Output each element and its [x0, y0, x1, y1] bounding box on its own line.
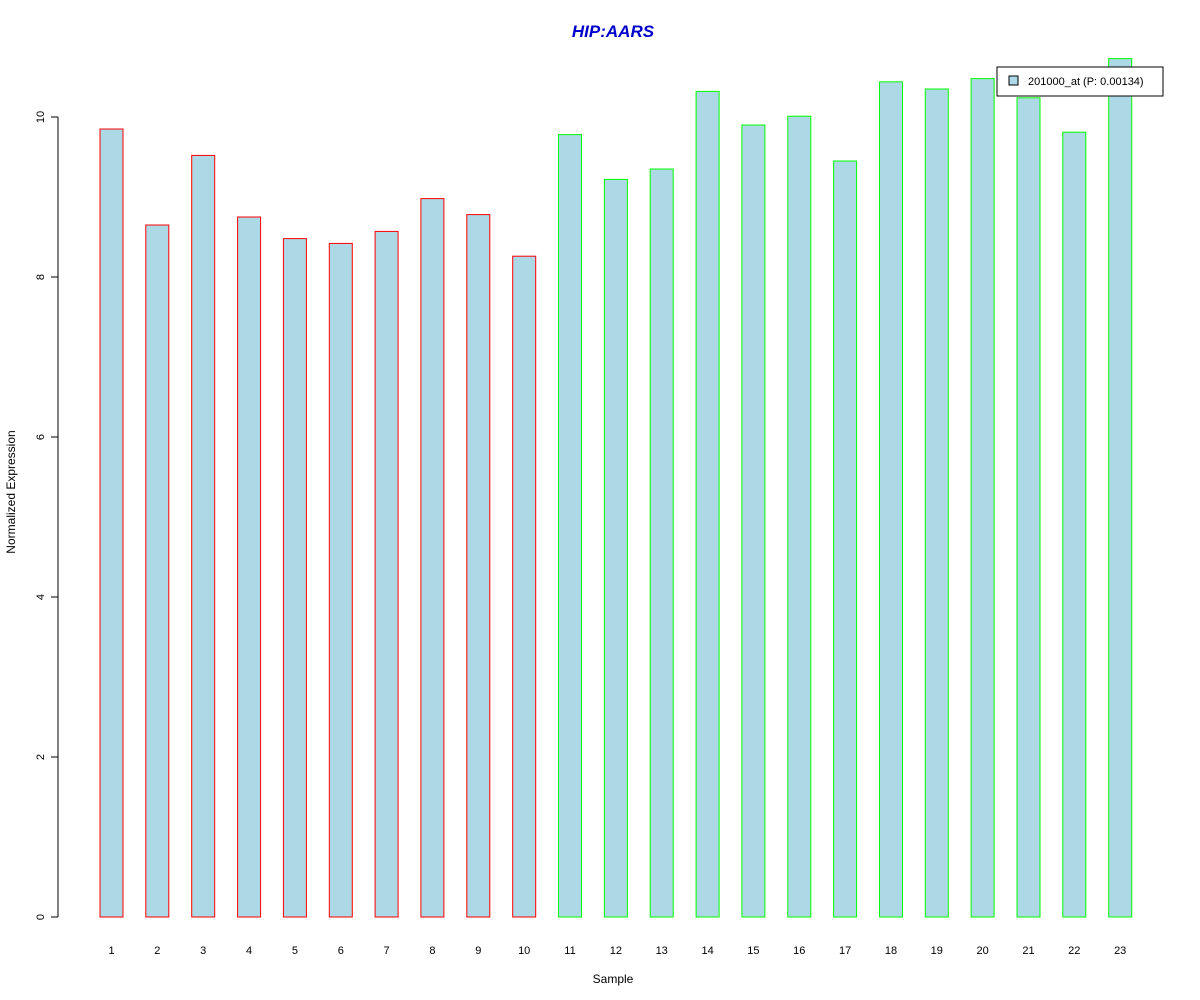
legend-label: 201000_at (P: 0.00134) [1028, 76, 1144, 88]
y-tick-label: 4 [35, 594, 47, 600]
x-tick-label: 22 [1068, 945, 1080, 957]
x-tick-label: 6 [338, 945, 344, 957]
x-tick-label: 21 [1022, 945, 1034, 957]
y-axis-label: Normalized Expression [4, 430, 18, 553]
y-tick-label: 0 [35, 914, 47, 920]
x-axis-label: Sample [593, 972, 634, 986]
x-tick-label: 23 [1114, 945, 1126, 957]
bar-sample-16 [787, 115, 812, 918]
x-tick-label: 7 [384, 945, 390, 957]
x-tick-label: 12 [610, 945, 622, 957]
bar-sample-20 [970, 78, 995, 918]
bar-sample-19 [924, 88, 949, 918]
bar-sample-23 [1108, 58, 1133, 918]
bar-sample-3 [191, 154, 216, 918]
x-tick-label: 8 [429, 945, 435, 957]
bar-sample-10 [512, 255, 537, 918]
x-tick-label: 4 [246, 945, 252, 957]
legend-swatch [1008, 75, 1019, 86]
chart-title: HIP:AARS [572, 22, 655, 41]
x-tick-label: 15 [747, 945, 759, 957]
x-tick-label: 18 [885, 945, 897, 957]
x-tick-labels: 1 2 3 4 5 6 7 8 9 10 11 12 13 14 15 16 17 18 19 20 21 22 23 [108, 945, 1126, 957]
y-axis: 0 2 4 6 8 10 [35, 111, 59, 920]
x-tick-label: 10 [518, 945, 530, 957]
bar-sample-22 [1062, 131, 1087, 918]
x-tick-label: 5 [292, 945, 298, 957]
bar-sample-7 [374, 230, 399, 918]
bar-sample-18 [879, 81, 903, 918]
x-tick-label: 20 [976, 945, 988, 957]
y-tick-label: 10 [35, 111, 47, 123]
x-tick-label: 3 [200, 945, 206, 957]
y-tick-label: 2 [35, 754, 47, 760]
bar-sample-1 [99, 128, 124, 918]
x-tick-label: 14 [701, 945, 713, 957]
x-tick-label: 19 [931, 945, 943, 957]
x-tick-label: 1 [108, 945, 114, 957]
bar-sample-2 [145, 224, 170, 918]
y-tick-label: 6 [35, 434, 47, 440]
bar-sample-13 [649, 168, 674, 918]
bar-sample-12 [603, 178, 628, 918]
bar-sample-4 [237, 216, 262, 918]
bar-sample-9 [466, 214, 491, 918]
bar-sample-21 [1016, 97, 1041, 918]
x-tick-label: 9 [475, 945, 481, 957]
x-tick-label: 13 [656, 945, 668, 957]
y-tick-label: 8 [35, 274, 47, 280]
legend-box [996, 66, 1164, 97]
legend: 201000_at (P: 0.00134) [996, 66, 1164, 97]
bar-sample-14 [695, 90, 720, 918]
x-tick-label: 16 [793, 945, 805, 957]
x-tick-label: 11 [564, 945, 575, 957]
bar-sample-8 [420, 198, 445, 918]
bar-sample-11 [558, 134, 582, 918]
x-tick-label: 2 [154, 945, 160, 957]
bar-sample-6 [328, 242, 353, 918]
x-tick-label: 17 [839, 945, 851, 957]
bar-sample-17 [833, 160, 858, 918]
bar-sample-15 [741, 124, 766, 918]
bars [99, 58, 1133, 918]
bar-sample-5 [282, 238, 307, 918]
